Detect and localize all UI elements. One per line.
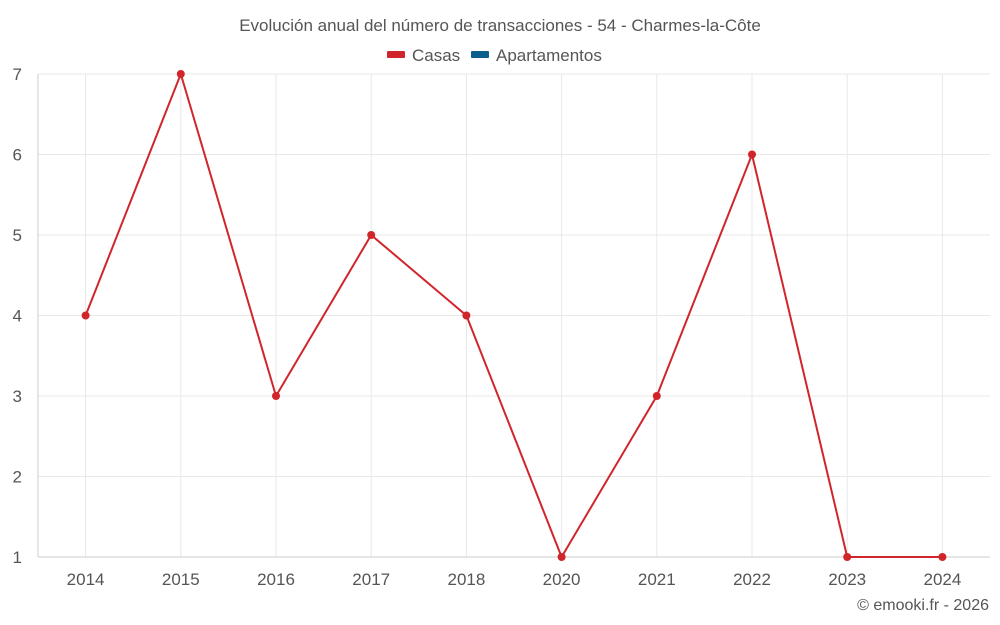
data-point-casas[interactable] [938,553,947,561]
x-tick-label: 2021 [638,570,676,589]
series-casas [81,70,947,561]
grid [38,73,990,557]
x-tick-label: 2016 [257,570,295,589]
x-tick-label: 2020 [543,570,581,589]
x-tick-label: 2017 [352,570,390,589]
data-point-casas[interactable] [652,392,661,400]
x-tick-label: 2023 [828,570,866,589]
data-point-casas[interactable] [557,553,566,561]
chart-title: Evolución anual del número de transaccio… [239,16,761,35]
data-point-casas[interactable] [462,311,471,320]
axes: 1 2 3 4 5 6 7 2014 2015 2016 2017 2018 2020 2021 2022 2… [13,65,990,589]
x-tick-label: 2022 [733,570,771,589]
legend: Casas Apartamentos [387,46,602,65]
legend-label-apartamentos[interactable]: Apartamentos [496,46,602,65]
y-tick-label: 7 [13,65,22,84]
y-tick-label: 6 [13,146,22,165]
data-point-casas[interactable] [367,231,376,239]
data-point-casas[interactable] [843,553,852,561]
y-tick-label: 5 [13,226,22,245]
y-tick-label: 1 [13,548,22,567]
series-line-casas [84,73,943,558]
legend-swatch-apartamentos [471,51,489,58]
x-tick-label: 2024 [923,570,961,589]
credit-text: © emooki.fr - 2026 [857,597,989,614]
x-tick-label: 2014 [67,570,105,589]
x-tick-label: 2018 [447,570,485,589]
y-tick-label: 4 [13,307,22,326]
y-tick-label: 3 [13,387,22,406]
y-tick-label: 2 [13,468,22,487]
legend-swatch-casas [387,51,405,58]
x-tick-label: 2015 [162,570,200,589]
legend-label-casas[interactable]: Casas [412,46,460,65]
data-point-casas[interactable] [81,311,90,320]
data-point-casas[interactable] [176,70,185,78]
data-point-casas[interactable] [272,392,280,400]
data-point-casas[interactable] [748,150,756,159]
